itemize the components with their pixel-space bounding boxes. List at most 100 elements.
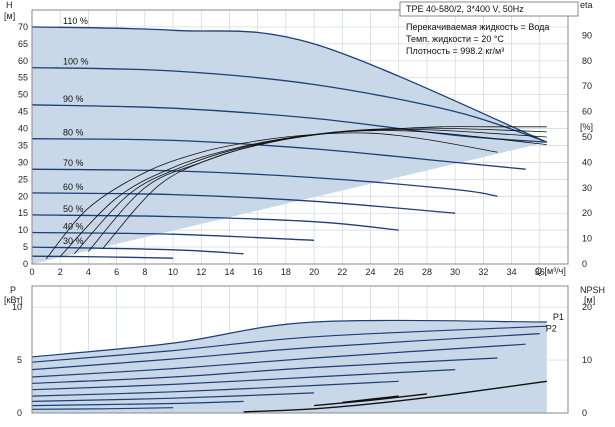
top-right-tick-label: 80 xyxy=(582,56,592,66)
speed-curve xyxy=(31,26,548,143)
speed-curve-label: 80 % xyxy=(63,128,84,138)
x-tick-label: 6 xyxy=(114,267,119,277)
top-left-tick-label: 5 xyxy=(23,242,28,252)
top-left-tick-label: 20 xyxy=(18,191,28,201)
speed-curve-label: 50 % xyxy=(63,204,84,214)
x-tick-label: 16 xyxy=(253,267,263,277)
x-tick-label: 24 xyxy=(366,267,376,277)
x-tick-label: 8 xyxy=(142,267,147,277)
power-curve-label: P1 xyxy=(553,312,564,322)
top-left-tick-label: 35 xyxy=(18,140,28,150)
power-curve xyxy=(31,400,244,407)
power-curve xyxy=(31,407,174,410)
bottom-left-tick-label: 10 xyxy=(12,302,22,312)
x-tick-label: 12 xyxy=(196,267,206,277)
speed-curve-label: 30 % xyxy=(63,236,84,246)
model-title: TPE 40-580/2, 3*400 V, 50Hz xyxy=(406,4,524,14)
top-left-tick-label: 10 xyxy=(18,225,28,235)
speed-curve xyxy=(31,138,526,170)
power-curve xyxy=(31,343,526,378)
top-left-tick-label: 65 xyxy=(18,39,28,49)
top-right-axis-label-unit: [%] xyxy=(580,122,593,132)
top-left-axis-label-unit: [м] xyxy=(4,11,15,21)
top-left-tick-label: 25 xyxy=(18,174,28,184)
efficiency-curve xyxy=(59,130,547,257)
bottom-right-tick-label: 0 xyxy=(582,408,587,418)
speed-curve xyxy=(31,168,498,197)
top-left-tick-label: 50 xyxy=(18,90,28,100)
x-tick-label: 32 xyxy=(478,267,488,277)
top-left-tick-label: 0 xyxy=(23,259,28,269)
x-axis-label: Q [м³/ч] xyxy=(535,266,566,276)
bottom-left-axis-label-unit: [кВт] xyxy=(4,295,23,305)
power-curve xyxy=(31,333,540,371)
density-info: Плотность = 998.2 кг/м³ xyxy=(406,46,504,56)
efficiency-curve xyxy=(45,132,498,260)
npsh-curve xyxy=(243,380,547,413)
top-left-axis-label-H: H xyxy=(6,0,13,10)
top-right-tick-label: 50 xyxy=(582,132,592,142)
speed-curve-label: 70 % xyxy=(63,158,84,168)
bottom-right-axis-label-NPSH: NPSH xyxy=(580,285,605,295)
top-left-tick-label: 15 xyxy=(18,208,28,218)
power-curve-label: P2 xyxy=(546,324,557,334)
power-curve xyxy=(31,325,547,363)
speed-curve-label: 100 % xyxy=(63,57,89,67)
top-right-tick-label: 30 xyxy=(582,183,592,193)
top-left-tick-label: 45 xyxy=(18,107,28,117)
x-tick-label: 10 xyxy=(168,267,178,277)
top-right-axis-label-eta: eta xyxy=(580,0,593,10)
x-tick-label: 26 xyxy=(394,267,404,277)
top-right-tick-label: 70 xyxy=(582,81,592,91)
top-left-tick-label: 55 xyxy=(18,73,28,83)
power-curve xyxy=(31,392,315,402)
bottom-left-tick-label: 0 xyxy=(17,408,22,418)
efficiency-curve xyxy=(88,127,547,252)
top-right-tick-label: 10 xyxy=(582,234,592,244)
x-tick-label: 4 xyxy=(86,267,91,277)
x-tick-label: 20 xyxy=(309,267,319,277)
bottom-operating-area xyxy=(32,320,547,413)
x-tick-label: 14 xyxy=(224,267,234,277)
x-tick-label: 34 xyxy=(507,267,517,277)
bottom-left-tick-label: 5 xyxy=(17,355,22,365)
power-curve xyxy=(31,319,547,358)
speed-curve-label: 40 % xyxy=(63,222,84,232)
top-left-tick-label: 60 xyxy=(18,56,28,66)
top-left-tick-label: 40 xyxy=(18,124,28,134)
temperature-info: Темп. жидкости = 20 °C xyxy=(406,34,504,44)
top-right-tick-label: 0 xyxy=(582,259,587,269)
x-tick-label: 2 xyxy=(58,267,63,277)
liquid-info: Перекачиваемая жидкость = Вода xyxy=(406,22,549,32)
power-curve xyxy=(31,369,456,391)
x-tick-label: 18 xyxy=(281,267,291,277)
top-right-tick-label: 90 xyxy=(582,30,592,40)
x-tick-label: 36 xyxy=(535,267,545,277)
npsh-curve xyxy=(342,395,399,404)
speed-curve-label: 60 % xyxy=(63,182,84,192)
top-left-tick-label: 30 xyxy=(18,157,28,167)
speed-curve xyxy=(31,246,244,255)
top-right-tick-label: 60 xyxy=(582,107,592,117)
speed-curve xyxy=(31,214,399,231)
bottom-right-tick-label: 10 xyxy=(582,355,592,365)
top-operating-area xyxy=(32,26,547,265)
top-right-tick-label: 20 xyxy=(582,208,592,218)
speed-curve-label: 90 % xyxy=(63,94,84,104)
speed-curve xyxy=(31,231,315,241)
efficiency-curve xyxy=(102,126,547,250)
x-tick-label: 30 xyxy=(450,267,460,277)
bottom-right-axis-label-unit: [м] xyxy=(584,295,595,305)
power-curve xyxy=(31,357,498,384)
speed-curve xyxy=(31,192,456,214)
speed-curve xyxy=(31,104,547,143)
x-tick-label: 22 xyxy=(337,267,347,277)
bottom-left-axis-label-P: P xyxy=(10,285,16,295)
speed-curve-label: 110 % xyxy=(63,16,88,26)
top-left-tick-label: 70 xyxy=(18,22,28,32)
speed-curve xyxy=(31,66,548,143)
top-right-tick-label: 40 xyxy=(582,157,592,167)
x-tick-label: 28 xyxy=(422,267,432,277)
power-curve xyxy=(31,380,399,397)
